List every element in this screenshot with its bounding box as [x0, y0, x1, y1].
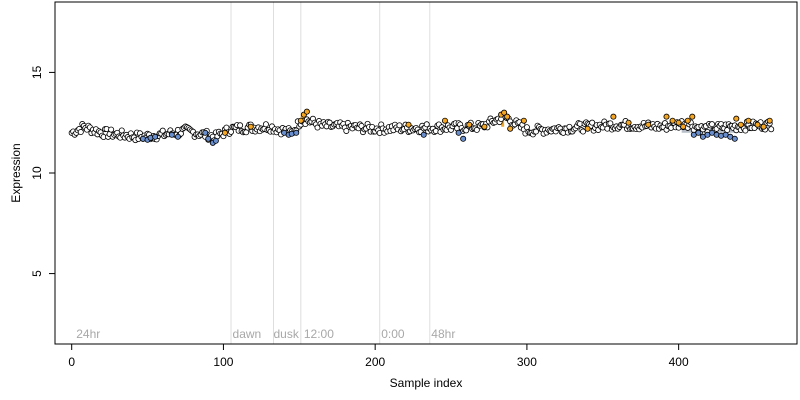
- series-points: [140, 108, 773, 146]
- phase-label-3: 12:00: [304, 327, 334, 341]
- phase-lines: [230, 2, 431, 344]
- data-point: [463, 127, 470, 134]
- data-point: [580, 128, 587, 135]
- series-0-point: [202, 129, 209, 136]
- series-1-point: [680, 123, 687, 130]
- data-point: [237, 122, 244, 129]
- series-1-point: [303, 108, 310, 115]
- x-axis-title: Sample index: [390, 376, 463, 390]
- series-0-point: [420, 131, 427, 138]
- phase-label-0: 24hr: [76, 327, 100, 341]
- data-point: [709, 121, 716, 128]
- data-point: [423, 121, 430, 128]
- series-1-point: [645, 121, 652, 128]
- data-point: [159, 127, 166, 134]
- series-1-point: [610, 113, 617, 120]
- series-0-point: [455, 129, 462, 136]
- series-1-point: [745, 117, 752, 124]
- data-point: [77, 129, 84, 136]
- plot-frame: [54, 1, 798, 345]
- data-point: [396, 122, 403, 129]
- x-tick-label: 400: [669, 355, 689, 369]
- data-point: [523, 124, 530, 131]
- series-1-point: [584, 125, 591, 132]
- phase-labels: 24hr dawn dusk 12:00 0:00 48hr: [76, 327, 455, 341]
- series-1-point: [507, 125, 514, 132]
- series-1-point: [297, 117, 304, 124]
- series-1-point: [737, 121, 744, 128]
- series-0-point: [152, 133, 159, 140]
- series-1-point: [520, 117, 527, 124]
- data-point: [768, 126, 775, 133]
- phase-label-4: 0:00: [381, 327, 405, 341]
- x-axis: 0 100 200 300 400: [68, 343, 689, 369]
- series-1-point: [405, 121, 412, 128]
- data-point: [533, 128, 540, 135]
- data-point: [742, 127, 749, 134]
- series-1-point: [625, 119, 632, 126]
- series-0-point: [731, 135, 738, 142]
- data-point: [589, 119, 596, 126]
- series-1-point: [501, 109, 508, 116]
- phase-label-2: dusk: [274, 327, 300, 341]
- data-point: [343, 127, 350, 134]
- y-tick-label: 10: [30, 166, 44, 180]
- data-point: [228, 128, 235, 135]
- series-1-point: [675, 119, 682, 126]
- series-0-point: [168, 131, 175, 138]
- series-0-point: [205, 135, 212, 142]
- series-0-point: [174, 133, 181, 140]
- series-1-point: [441, 117, 448, 124]
- data-point: [223, 124, 230, 131]
- data-point: [118, 127, 125, 134]
- x-tick-label: 0: [68, 355, 75, 369]
- series-0-point: [460, 135, 467, 142]
- data-point: [262, 121, 269, 128]
- y-axis: 5 10 15: [30, 65, 56, 277]
- x-tick-label: 100: [213, 355, 233, 369]
- series-1-point: [684, 117, 691, 124]
- x-tick-label: 300: [517, 355, 537, 369]
- series-1-point: [221, 129, 228, 136]
- phase-label-5: 48hr: [431, 327, 455, 341]
- y-axis-title: Expression: [9, 143, 23, 202]
- series-0-point: [212, 137, 219, 144]
- y-tick-label: 5: [30, 270, 44, 277]
- series-1-point: [689, 113, 696, 120]
- series-0-point: [293, 129, 300, 136]
- series-1-point: [754, 121, 761, 128]
- series-1-point: [733, 115, 740, 122]
- phase-label-1: dawn: [233, 327, 262, 341]
- data-point: [473, 126, 480, 133]
- x-tick-label: 200: [365, 355, 385, 369]
- data-point: [607, 120, 614, 127]
- series-1-point: [481, 123, 488, 130]
- series-1-point: [663, 113, 670, 120]
- data-point: [108, 126, 115, 133]
- series-1-point: [669, 117, 676, 124]
- y-tick-label: 15: [30, 65, 44, 79]
- series-1-point: [760, 123, 767, 130]
- series-0-point: [695, 129, 702, 136]
- series-1-point: [504, 113, 511, 120]
- series-1-point: [766, 117, 773, 124]
- series-1-point: [247, 123, 254, 130]
- series-1-point: [466, 121, 473, 128]
